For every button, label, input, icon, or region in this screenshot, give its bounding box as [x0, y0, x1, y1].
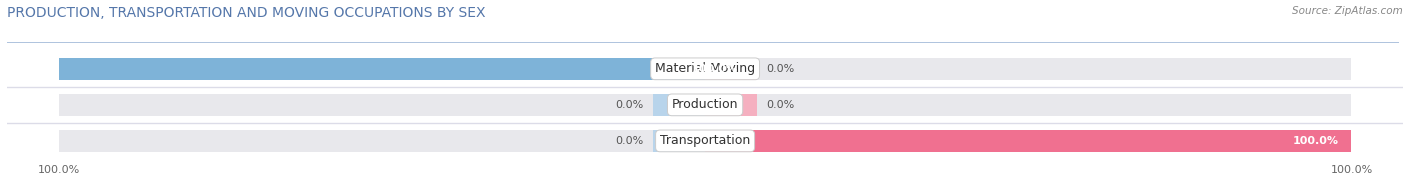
Text: 0.0%: 0.0%: [616, 100, 644, 110]
Bar: [59, 58, 706, 80]
Text: Production: Production: [672, 98, 738, 111]
Text: PRODUCTION, TRANSPORTATION AND MOVING OCCUPATIONS BY SEX: PRODUCTION, TRANSPORTATION AND MOVING OC…: [7, 6, 485, 20]
Bar: [59, 58, 706, 80]
Bar: [706, 94, 756, 116]
Text: 0.0%: 0.0%: [616, 136, 644, 146]
Bar: [706, 130, 1351, 152]
Bar: [59, 94, 706, 116]
Bar: [654, 94, 706, 116]
Bar: [59, 130, 706, 152]
Bar: [706, 58, 1351, 80]
Text: Material Moving: Material Moving: [655, 62, 755, 75]
Text: 0.0%: 0.0%: [766, 100, 794, 110]
Text: Source: ZipAtlas.com: Source: ZipAtlas.com: [1292, 6, 1403, 16]
Text: Transportation: Transportation: [659, 134, 751, 147]
Bar: [706, 94, 1351, 116]
Bar: [706, 58, 756, 80]
Text: 0.0%: 0.0%: [766, 64, 794, 74]
Text: 100.0%: 100.0%: [1292, 136, 1339, 146]
Text: 100.0%: 100.0%: [692, 64, 738, 74]
Bar: [706, 130, 1351, 152]
Bar: [654, 130, 706, 152]
